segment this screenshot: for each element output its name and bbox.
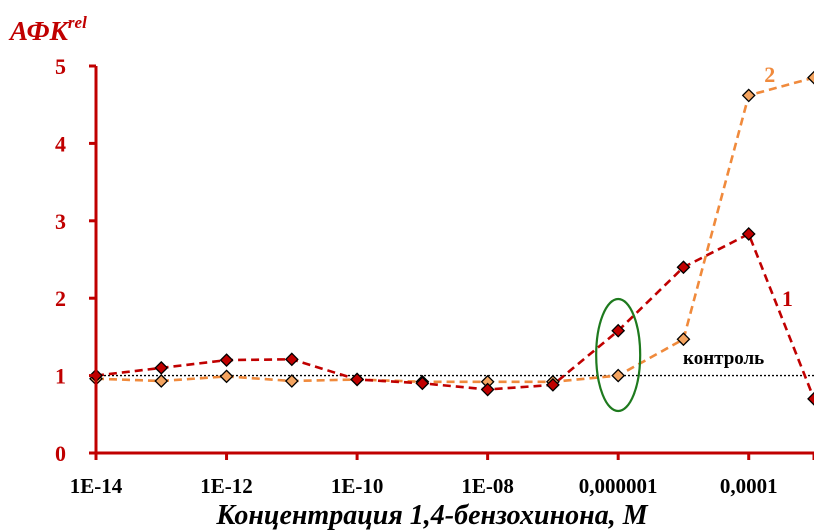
- x-tick-label: 0,0001: [720, 474, 778, 498]
- series-1-point: [219, 353, 234, 368]
- series-2-point: [284, 374, 299, 388]
- series-1-point: [284, 352, 299, 367]
- highlight-ellipse: [595, 297, 642, 413]
- series-1-point: [807, 391, 814, 406]
- series-1-point: [676, 260, 691, 275]
- series-1-point: [480, 382, 495, 397]
- y-tick-label: 1: [55, 364, 66, 389]
- series-1-line: [95, 232, 814, 400]
- series-markers: [89, 70, 814, 406]
- series-2-point: [219, 369, 234, 384]
- series-2-line: [95, 76, 814, 384]
- x-axis-title: Концентрация 1,4-бензохинона, М: [215, 500, 648, 531]
- series-2-point: [676, 332, 691, 347]
- y-axis-title-superscript: rel: [68, 13, 87, 32]
- series-labels: 12: [764, 62, 793, 311]
- highlight-ellipse-group: [595, 297, 642, 413]
- series-1-point: [611, 323, 626, 338]
- series-1-point: [741, 227, 756, 241]
- y-tick-label: 2: [55, 286, 66, 311]
- series-2-point: [154, 374, 169, 388]
- series-2-point: [741, 88, 756, 103]
- y-tick-label: 4: [55, 131, 66, 156]
- series-2-point: [807, 70, 814, 85]
- series-1-point: [350, 372, 365, 387]
- y-tick-label: 5: [55, 54, 66, 79]
- x-tick-label: 1E-10: [331, 474, 384, 498]
- y-tick-label: 0: [55, 441, 66, 466]
- series-lines: [95, 76, 814, 400]
- x-tick-label: 1E-12: [200, 474, 253, 498]
- x-tick-labels: 1E-14 1E-12 1E-10 1E-08 0,000001 0,0001: [70, 474, 778, 498]
- axes: [89, 64, 814, 460]
- series-1-point: [545, 377, 560, 392]
- y-axis-title: АФКrel: [8, 13, 87, 46]
- y-tick-label: 3: [55, 209, 66, 234]
- control-label: контроль: [683, 348, 764, 369]
- y-tick-labels: 0 1 2 3 4 5: [55, 54, 66, 466]
- series-1-point: [154, 360, 169, 375]
- series-1-point: [415, 376, 430, 391]
- series-1-label: 1: [782, 286, 793, 311]
- series-2-point: [611, 368, 626, 383]
- x-tick-label: 1E-14: [70, 474, 123, 498]
- series-2-label: 2: [764, 62, 775, 87]
- x-tick-label: 1E-08: [461, 474, 514, 498]
- x-tick-label: 0,000001: [579, 474, 658, 498]
- y-axis-title-main: АФК: [8, 16, 70, 46]
